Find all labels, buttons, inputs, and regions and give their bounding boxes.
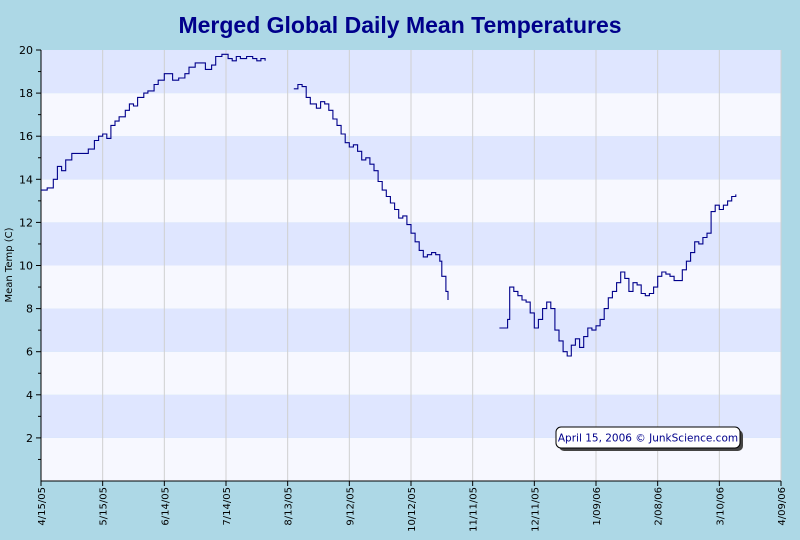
series-line-0: [293, 83, 449, 300]
y-axis-label: Mean Temp (C): [4, 227, 15, 302]
x-tick-label: 2/08/06: [654, 487, 665, 526]
y-tick-label: 10: [19, 260, 33, 273]
x-tick-label: 12/11/05: [530, 487, 541, 532]
x-tick-label: 6/14/05: [160, 487, 171, 526]
y-tick-label: 20: [19, 44, 33, 57]
y-tick-label: 2: [26, 432, 33, 445]
x-tick-label: 10/12/05: [407, 487, 418, 532]
x-tick-label: 3/10/06: [715, 487, 726, 526]
y-tick-label: 6: [26, 346, 33, 359]
series-line-0: [41, 53, 266, 191]
chart-title: Merged Global Daily Mean Temperatures: [178, 12, 621, 38]
copyright-annotation: April 15, 2006 © JunkScience.com: [555, 426, 743, 451]
annotation-box: [555, 426, 741, 449]
y-tick-label: 18: [19, 87, 33, 100]
y-tick-label: 12: [19, 216, 33, 229]
series-line-1: [499, 194, 737, 357]
y-tick-labels: 2 4 6 8 10 12 14 16 18 20: [19, 44, 33, 445]
x-tick-label: 9/12/05: [345, 487, 356, 526]
x-tick-label: 11/11/05: [469, 487, 480, 532]
axes: [36, 49, 782, 486]
x-tick-label: 4/09/06: [777, 487, 788, 526]
y-tick-label: 16: [19, 130, 33, 143]
annotation-text: April 15, 2006 © JunkScience.com: [558, 433, 738, 445]
y-tick-label: 8: [26, 303, 33, 316]
x-tick-label: 1/09/06: [592, 487, 603, 526]
x-tick-labels: 4/15/05 5/15/05 6/14/05 7/14/05 8/13/05 9/12/…: [37, 487, 788, 532]
x-tick-label: 5/15/05: [99, 487, 110, 526]
x-tick-label: 8/13/05: [284, 487, 295, 526]
y-tick-label: 4: [26, 389, 33, 402]
y-tick-label: 14: [19, 173, 33, 186]
x-tick-label: 4/15/05: [37, 487, 48, 526]
x-tick-label: 7/14/05: [222, 487, 233, 526]
series-group: [41, 53, 737, 357]
